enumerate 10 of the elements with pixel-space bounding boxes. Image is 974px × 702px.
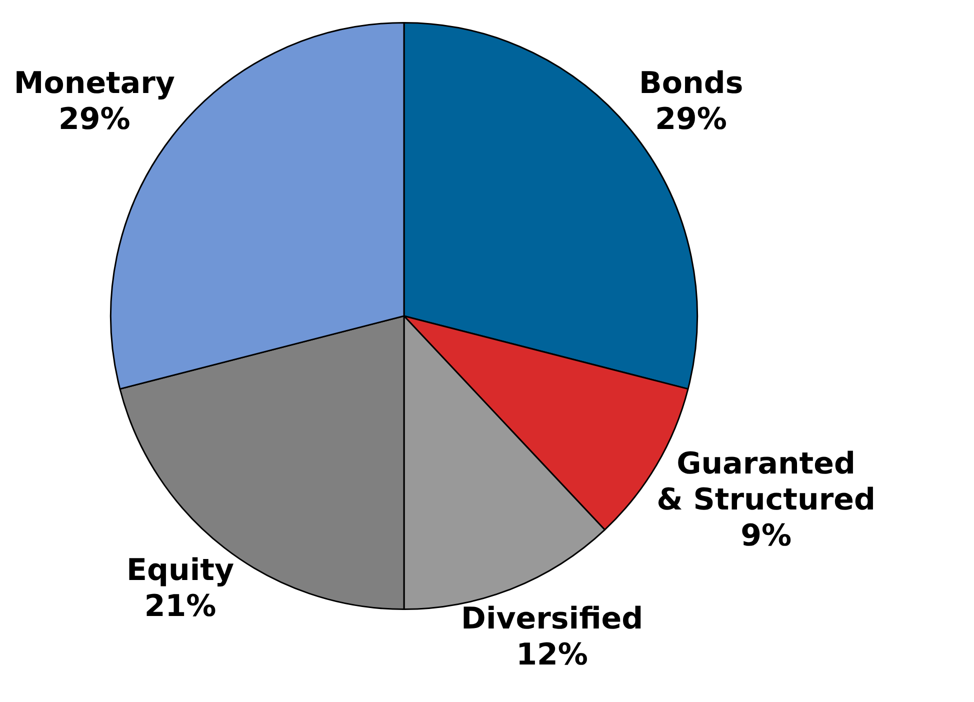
- slice-label: Monetary: [14, 66, 176, 101]
- data-label: 29%: [655, 102, 727, 137]
- slice-label: Diversified: [461, 602, 644, 637]
- data-label: 21%: [144, 589, 216, 624]
- data-label: 29%: [58, 102, 130, 137]
- slice-label: Bonds: [639, 66, 744, 101]
- slice-label: Guaranted & Structured: [656, 446, 876, 518]
- data-label: 12%: [516, 638, 588, 673]
- slice-label: Equity: [126, 553, 234, 588]
- data-label: 9%: [740, 518, 792, 554]
